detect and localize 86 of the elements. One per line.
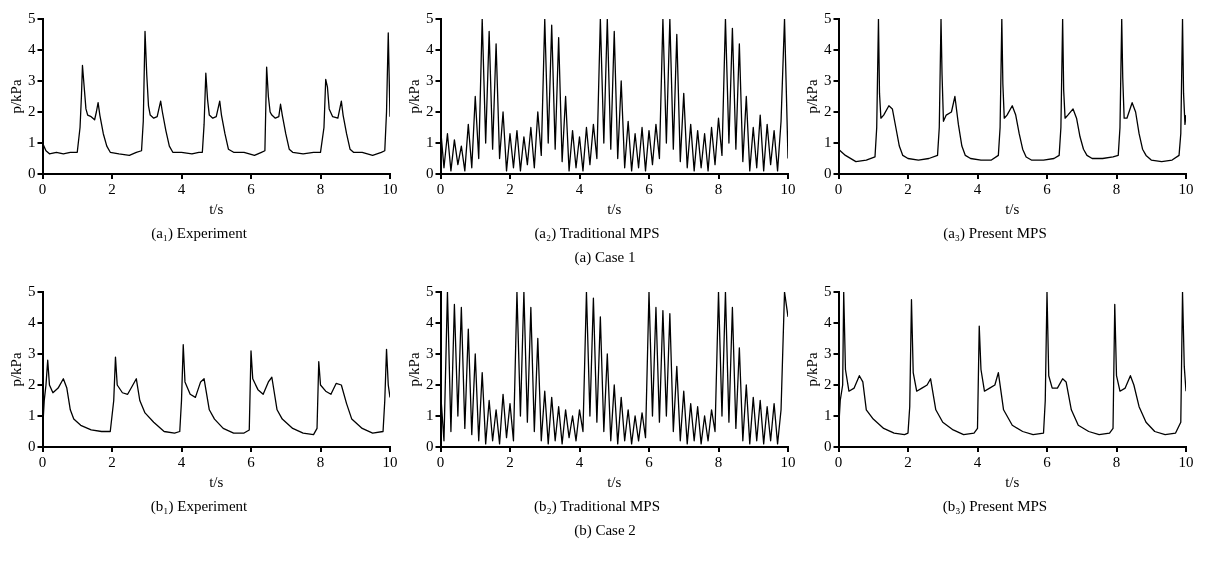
x-tick-label: 10 (780, 453, 796, 470)
x-tick-label: 6 (247, 453, 256, 470)
y-tick-label: 1 (824, 406, 832, 423)
text: (a₂) Traditional MPS (534, 224, 660, 242)
y-tick-label: 2 (426, 375, 434, 392)
y-tick-label: 5 (28, 9, 36, 26)
x-tick-label: 2 (108, 180, 116, 197)
y-tick-label: 5 (28, 282, 36, 299)
y-tick-label: 1 (426, 406, 434, 423)
y-tick-label: 3 (28, 71, 36, 88)
x-tick-label: 4 (177, 180, 186, 197)
x-axis-title: t/s (607, 473, 622, 490)
x-tick-label: 8 (714, 453, 723, 470)
y-axis-title: p/kPa (803, 352, 820, 387)
y-tick-label: 4 (824, 40, 832, 57)
y-tick-label: 0 (426, 164, 434, 181)
x-tick-label: 10 (1178, 453, 1194, 470)
x-tick-label: 4 (177, 453, 186, 470)
y-tick-label: 2 (824, 375, 832, 392)
x-tick-label: 10 (382, 180, 398, 197)
text: (a) Case 1 (574, 249, 636, 265)
text: (b) Case 2 (574, 522, 636, 538)
x-tick-label: 4 (575, 180, 584, 197)
x-tick-label: 10 (1178, 180, 1194, 197)
y-axis-title: p/kPa (7, 79, 24, 114)
x-tick-label: 4 (973, 180, 982, 197)
y-tick-label: 1 (824, 133, 832, 150)
x-tick-label: 2 (506, 453, 514, 470)
y-tick-label: 0 (824, 164, 832, 181)
x-tick-label: 6 (1043, 453, 1052, 470)
y-tick-label: 3 (28, 344, 36, 361)
y-tick-label: 4 (28, 313, 36, 330)
x-tick-label: 8 (316, 180, 325, 197)
y-tick-label: 2 (824, 102, 832, 119)
y-tick-label: 0 (28, 437, 36, 454)
text: (b₂) Traditional MPS (533, 497, 661, 515)
x-tick-label: 2 (506, 180, 514, 197)
y-tick-label: 4 (28, 40, 36, 57)
y-axis-title: p/kPa (7, 352, 24, 387)
y-tick-label: 4 (426, 313, 434, 330)
text: (a₃) Present MPS (943, 224, 1047, 242)
x-tick-label: 2 (108, 453, 116, 470)
y-axis-title: p/kPa (405, 79, 422, 114)
y-tick-label: 5 (824, 282, 832, 299)
y-tick-label: 3 (824, 344, 832, 361)
y-tick-label: 2 (28, 375, 36, 392)
y-tick-label: 2 (426, 102, 434, 119)
y-tick-label: 4 (426, 40, 434, 57)
text: (b₁) Experiment (150, 497, 249, 515)
y-tick-label: 4 (824, 313, 832, 330)
text: (a₁) Experiment (151, 224, 248, 242)
y-tick-label: 3 (426, 71, 434, 88)
y-axis-title: p/kPa (405, 352, 422, 387)
y-tick-label: 0 (28, 164, 36, 181)
y-tick-label: 5 (426, 9, 434, 26)
y-tick-label: 2 (28, 102, 36, 119)
x-tick-label: 10 (382, 453, 398, 470)
y-tick-label: 1 (28, 133, 36, 150)
x-axis-title: t/s (1005, 200, 1020, 217)
x-tick-label: 6 (1043, 180, 1052, 197)
x-tick-label: 8 (1112, 180, 1121, 197)
x-tick-label: 6 (247, 180, 256, 197)
x-axis-title: t/s (209, 473, 224, 490)
x-tick-label: 10 (780, 180, 796, 197)
x-axis-title: t/s (209, 200, 224, 217)
y-tick-label: 5 (426, 282, 434, 299)
x-axis-title: t/s (607, 200, 622, 217)
x-tick-label: 2 (904, 453, 912, 470)
x-axis-title: t/s (1005, 473, 1020, 490)
y-tick-label: 1 (426, 133, 434, 150)
y-tick-label: 0 (824, 437, 832, 454)
x-tick-label: 8 (316, 453, 325, 470)
x-tick-label: 8 (714, 180, 723, 197)
x-tick-label: 8 (1112, 453, 1121, 470)
y-tick-label: 0 (426, 437, 434, 454)
y-axis-title: p/kPa (803, 79, 820, 114)
x-tick-label: 6 (645, 180, 654, 197)
x-tick-label: 4 (973, 453, 982, 470)
x-tick-label: 4 (575, 453, 584, 470)
text: (b₃) Present MPS (942, 497, 1048, 515)
y-tick-label: 5 (824, 9, 832, 26)
y-tick-label: 3 (824, 71, 832, 88)
x-tick-label: 6 (645, 453, 654, 470)
y-tick-label: 3 (426, 344, 434, 361)
y-tick-label: 1 (28, 406, 36, 423)
x-tick-label: 2 (904, 180, 912, 197)
